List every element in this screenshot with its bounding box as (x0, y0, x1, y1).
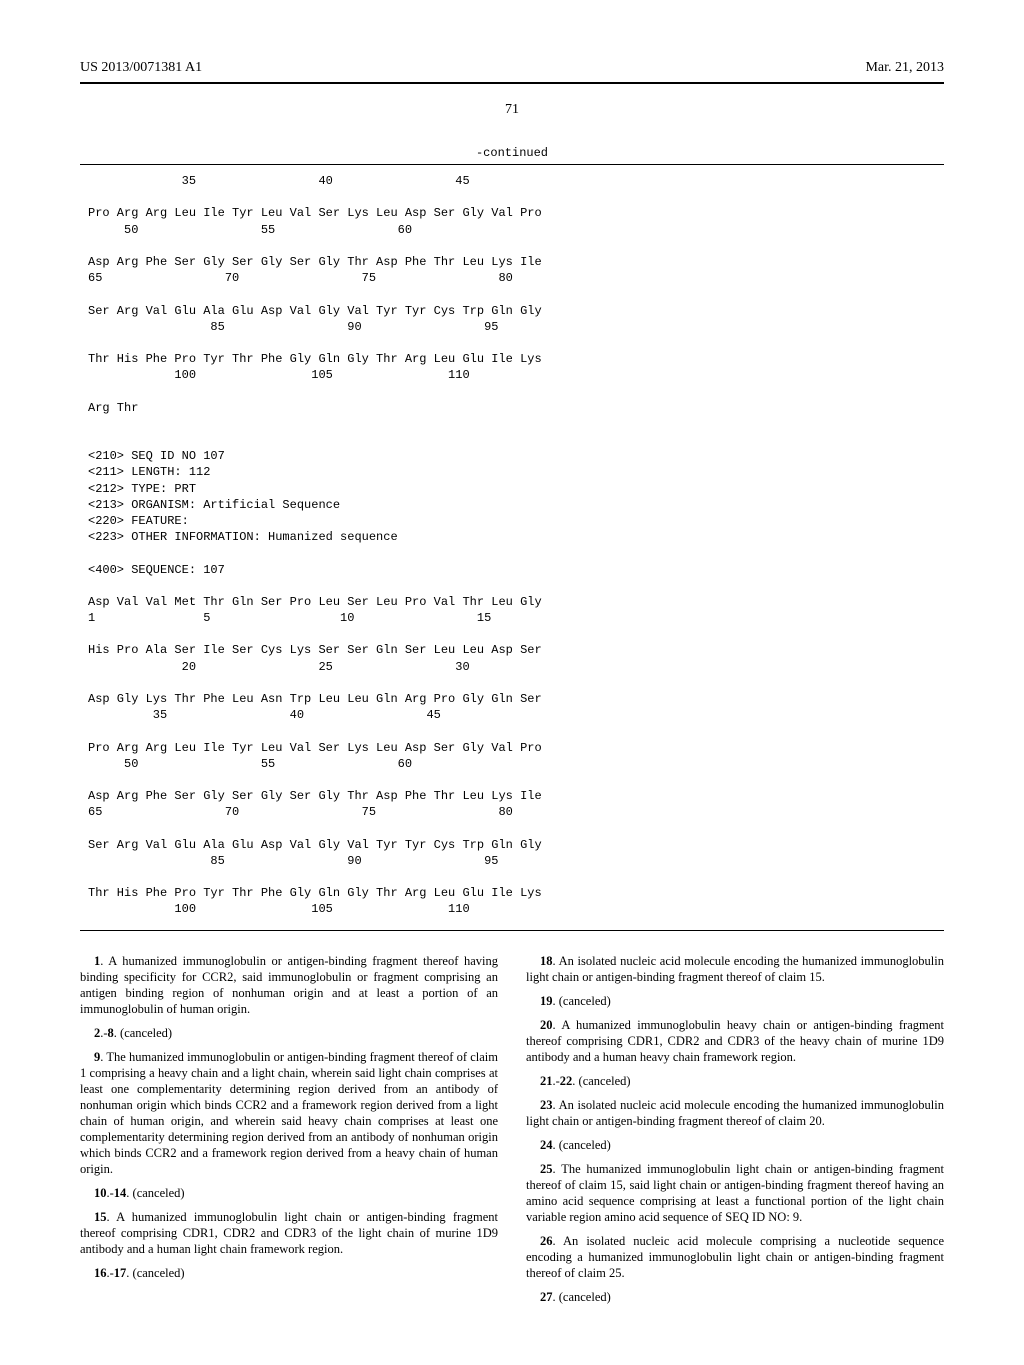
page-number: 71 (80, 102, 944, 118)
claim-20: 20. A humanized immunoglobulin heavy cha… (526, 1017, 944, 1065)
claim-15: 15. A humanized immunoglobulin light cha… (80, 1209, 498, 1257)
page-header: US 2013/0071381 A1 Mar. 21, 2013 (80, 60, 944, 76)
claim-19: 19. (canceled) (526, 993, 944, 1009)
claim-18: 18. An isolated nucleic acid molecule en… (526, 953, 944, 985)
claim-1: 1. A humanized immunoglobulin or antigen… (80, 953, 498, 1017)
claim-25: 25. The humanized immunoglobulin light c… (526, 1161, 944, 1225)
claim-16-17: 16.-17. (canceled) (80, 1265, 498, 1281)
claims-section: 1. A humanized immunoglobulin or antigen… (80, 953, 944, 1305)
publication-number: US 2013/0071381 A1 (80, 60, 202, 76)
publication-date: Mar. 21, 2013 (865, 60, 944, 76)
claim-10-14: 10.-14. (canceled) (80, 1185, 498, 1201)
claim-9: 9. The humanized immunoglobulin or antig… (80, 1049, 498, 1177)
claim-23: 23. An isolated nucleic acid molecule en… (526, 1097, 944, 1129)
claim-2-8: 2.-8. (canceled) (80, 1025, 498, 1041)
continued-label: -continued (80, 146, 944, 160)
claim-27: 27. (canceled) (526, 1289, 944, 1305)
claim-21-22: 21.-22. (canceled) (526, 1073, 944, 1089)
claim-26: 26. An isolated nucleic acid molecule co… (526, 1233, 944, 1281)
claim-24: 24. (canceled) (526, 1137, 944, 1153)
sequence-listing: 35 40 45 Pro Arg Arg Leu Ile Tyr Leu Val… (80, 164, 944, 931)
header-rule (80, 82, 944, 84)
